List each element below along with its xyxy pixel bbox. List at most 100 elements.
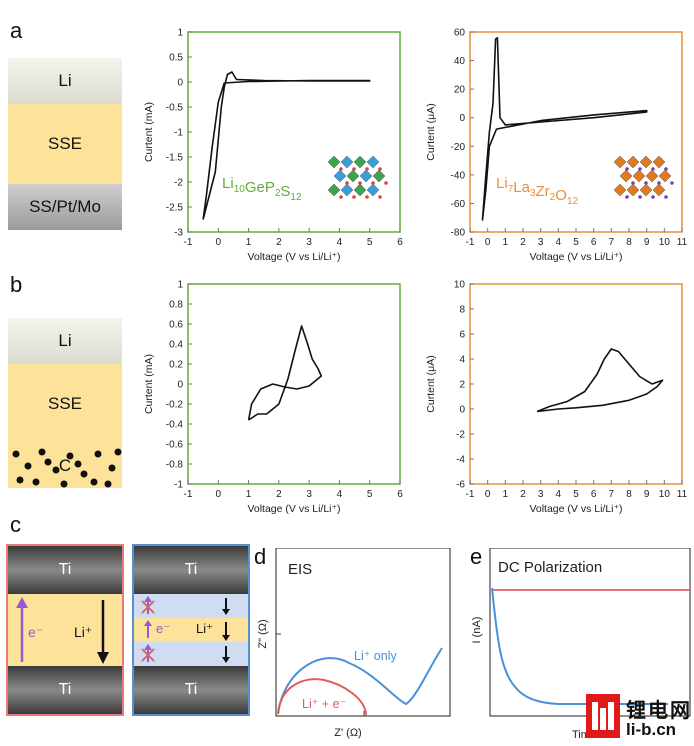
x-tick-label: 1 — [503, 237, 509, 248]
y-tick-label: -3 — [174, 228, 183, 239]
eis-ylabel: Z" (Ω) — [257, 619, 269, 648]
y-tick-label: -2 — [456, 430, 465, 441]
y-tick-label: 0.6 — [169, 320, 183, 331]
y-tick-label: 1 — [177, 280, 183, 291]
stack-b-li: Li — [8, 318, 122, 364]
cv-curve — [536, 348, 664, 413]
panel-e-label: e — [470, 544, 483, 569]
eis-curve-li-e — [277, 678, 367, 717]
eis-ticks — [276, 633, 365, 716]
x-tick-label: 3 — [306, 489, 312, 500]
eis-frame — [275, 548, 451, 717]
x-tick-label: 5 — [367, 489, 373, 500]
x-tick-label: 1 — [503, 489, 509, 500]
watermark-cn: 锂电网 — [626, 700, 692, 722]
y-tick-label: -0.2 — [166, 400, 184, 411]
stack-b-carbon: C — [8, 444, 122, 488]
y-axis-label: Curtent (μA) — [425, 103, 437, 160]
eis-legend-li-only: Li⁺ only — [354, 649, 397, 663]
y-tick-label: -40 — [451, 170, 466, 181]
y-tick-label: -4 — [456, 455, 465, 466]
y-tick-label: -1.5 — [166, 153, 184, 164]
x-tick-label: 2 — [520, 489, 526, 500]
dc-curve-blue — [491, 587, 668, 705]
eis-title: EIS — [288, 561, 312, 578]
x-tick-label: 3 — [306, 237, 312, 248]
x-tick-label: -1 — [466, 237, 475, 248]
y-tick-label: 0.2 — [169, 360, 183, 371]
cv-curve — [247, 325, 323, 421]
dc-polarization-chart: DC Polarization Time I (nA) — [471, 548, 691, 741]
y-tick-label: 20 — [454, 85, 466, 96]
y-tick-label: -0.8 — [166, 460, 184, 471]
x-tick-label: 2 — [276, 237, 282, 248]
eis-chart: EIS Li⁺ only Li⁺ + e⁻ Z' (Ω) Z" (Ω) — [257, 548, 451, 739]
y-tick-label: -20 — [451, 142, 466, 153]
stack-a-electrode: SS/Pt/Mo — [8, 184, 122, 230]
x-tick-label: 5 — [573, 237, 579, 248]
lithium-label-right: Li⁺ — [196, 621, 213, 636]
x-tick-label: 10 — [659, 489, 671, 500]
arrows-right — [141, 596, 230, 663]
stack-a-li: Li — [8, 58, 122, 104]
x-tick-label: 0 — [485, 489, 491, 500]
formula-label: Li7La3Zr2O12 — [496, 175, 578, 207]
cv-curve — [202, 71, 371, 220]
x-axis-label: Voltage (V vs Li/Li⁺) — [247, 251, 340, 263]
y-tick-label: -0.6 — [166, 440, 184, 451]
x-tick-label: -1 — [184, 237, 193, 248]
cell-mixed-conductor: Ti Ti e⁻ Li⁺ — [6, 544, 124, 716]
y-tick-label: 1 — [177, 28, 183, 39]
y-tick-label: 0.5 — [169, 53, 183, 64]
x-tick-label: 10 — [659, 237, 671, 248]
eis-legend-li-e: Li⁺ + e⁻ — [302, 697, 346, 711]
x-tick-label: 7 — [609, 237, 615, 248]
y-axis-label: Curtent (μA) — [425, 355, 437, 412]
watermark-url: li-b.cn — [626, 720, 677, 739]
y-tick-label: -60 — [451, 199, 466, 210]
plot-frame — [469, 283, 683, 485]
x-tick-label: 9 — [644, 489, 650, 500]
eis-xlabel: Z' (Ω) — [334, 727, 361, 739]
x-tick-label: -1 — [184, 489, 193, 500]
x-tick-label: 1 — [246, 237, 252, 248]
y-axis-label: Curtent (mA) — [143, 102, 155, 162]
x-tick-label: 4 — [556, 489, 562, 500]
dc-title: DC Polarization — [498, 559, 602, 576]
ti-top-left: Ti — [8, 546, 122, 594]
x-tick-label: 6 — [591, 237, 597, 248]
stack-b-carbon-label: C — [58, 456, 72, 475]
y-tick-label: 10 — [454, 280, 466, 291]
x-tick-label: 5 — [573, 489, 579, 500]
dc-ylabel: I (nA) — [471, 617, 483, 644]
y-tick-label: 0 — [459, 113, 465, 124]
y-tick-label: -6 — [456, 480, 465, 491]
y-tick-label: 2 — [459, 380, 465, 391]
y-tick-label: 0 — [177, 380, 183, 391]
y-tick-label: -1 — [174, 128, 183, 139]
arrows-left — [16, 597, 109, 664]
electron-label-right: e⁻ — [156, 621, 171, 636]
x-tick-label: 11 — [677, 237, 688, 248]
electron-label-left: e⁻ — [28, 624, 44, 640]
x-tick-label: 0 — [216, 489, 222, 500]
x-tick-label: 8 — [626, 237, 632, 248]
x-tick-label: 0 — [485, 237, 491, 248]
x-tick-label: 4 — [337, 237, 343, 248]
x-tick-label: 7 — [609, 489, 615, 500]
x-tick-label: 6 — [397, 237, 403, 248]
cell-ion-conductor: Ti Ti e⁻ Li⁺ — [132, 544, 250, 716]
y-tick-label: 8 — [459, 305, 465, 316]
y-tick-label: -2 — [174, 178, 183, 189]
plot-frame — [187, 283, 401, 485]
x-tick-label: 0 — [216, 237, 222, 248]
y-tick-label: 40 — [454, 56, 466, 67]
carbon-particles — [12, 448, 122, 488]
y-axis-label: Curtent (mA) — [143, 354, 155, 414]
y-tick-label: -80 — [451, 228, 466, 239]
x-tick-label: 6 — [397, 489, 403, 500]
crystal-structure-inset — [327, 155, 388, 199]
ti-top-right: Ti — [134, 546, 248, 594]
